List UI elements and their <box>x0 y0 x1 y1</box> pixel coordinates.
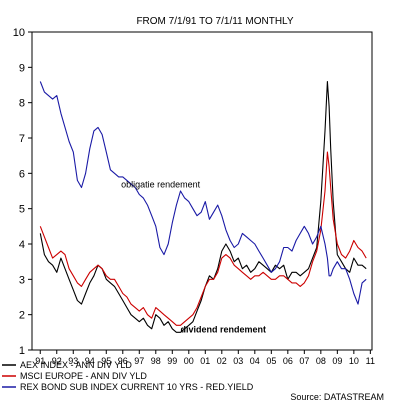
y-tick-label: 1 <box>19 345 25 357</box>
y-tick-label: 9 <box>19 62 25 74</box>
x-tick-label: 01 <box>200 356 210 366</box>
y-tick-label: 7 <box>19 133 25 145</box>
x-tick-label: 91 <box>35 356 45 366</box>
x-tick-label: 92 <box>52 356 62 366</box>
x-tick-label: 96 <box>118 356 128 366</box>
y-tick-label: 2 <box>19 310 25 322</box>
series-layer <box>39 80 367 333</box>
x-tick-label: 97 <box>134 356 144 366</box>
y-tick-label: 5 <box>19 204 25 216</box>
x-tick-label: 94 <box>85 356 95 366</box>
y-tick-label: 10 <box>13 27 25 39</box>
legend-label-1: MSCI EUROPE - ANN DIV YLD <box>20 371 147 381</box>
x-tick-label: 03 <box>233 356 243 366</box>
y-tick-label: 4 <box>19 239 25 251</box>
legend-label-2: REX BOND SUB INDEX CURRENT 10 YRS - RED.… <box>20 382 254 392</box>
y-tick-label: 3 <box>19 274 25 286</box>
plot-border <box>31 31 373 351</box>
plot-frame <box>31 31 373 351</box>
chart-annotation: obligatie rendement <box>121 179 201 189</box>
x-axis: 91 92 93 94 95 96 97 98 99 00 01 02 03 04 05 06 07 08 09 10… <box>35 350 375 366</box>
y-axis: 1 2 3 4 5 6 7 8 9 10 <box>13 27 32 357</box>
x-tick-label: 95 <box>101 356 111 366</box>
legend-label-0: AEX INDEX - ANN DIV YLD <box>20 360 132 370</box>
x-tick-label: 07 <box>299 356 309 366</box>
y-tick-label: 8 <box>19 98 25 110</box>
x-tick-label: 05 <box>266 356 276 366</box>
source-text: Source: DATASTREAM <box>290 392 384 401</box>
series-line-1 <box>39 151 367 326</box>
x-tick-label: 00 <box>184 356 194 366</box>
x-tick-label: 09 <box>332 356 342 366</box>
x-tick-label: 06 <box>283 356 293 366</box>
y-tick-label: 6 <box>19 168 25 180</box>
x-tick-label: 02 <box>217 356 227 366</box>
x-tick-label: 98 <box>151 356 161 366</box>
x-tick-label: 04 <box>250 356 260 366</box>
series-line-0 <box>39 80 367 333</box>
x-tick-label: 11 <box>366 356 375 366</box>
chart-title: FROM 7/1/91 TO 7/1/11 MONTHLY <box>136 16 293 27</box>
annotation-layer: obligatie rendement dividend rendement <box>121 179 266 334</box>
series-line-2 <box>39 81 367 305</box>
x-tick-label: 08 <box>316 356 326 366</box>
x-tick-label: 10 <box>349 356 359 366</box>
chart-annotation: dividend rendement <box>181 324 267 334</box>
x-tick-label: 93 <box>68 356 78 366</box>
x-tick-label: 99 <box>167 356 177 366</box>
